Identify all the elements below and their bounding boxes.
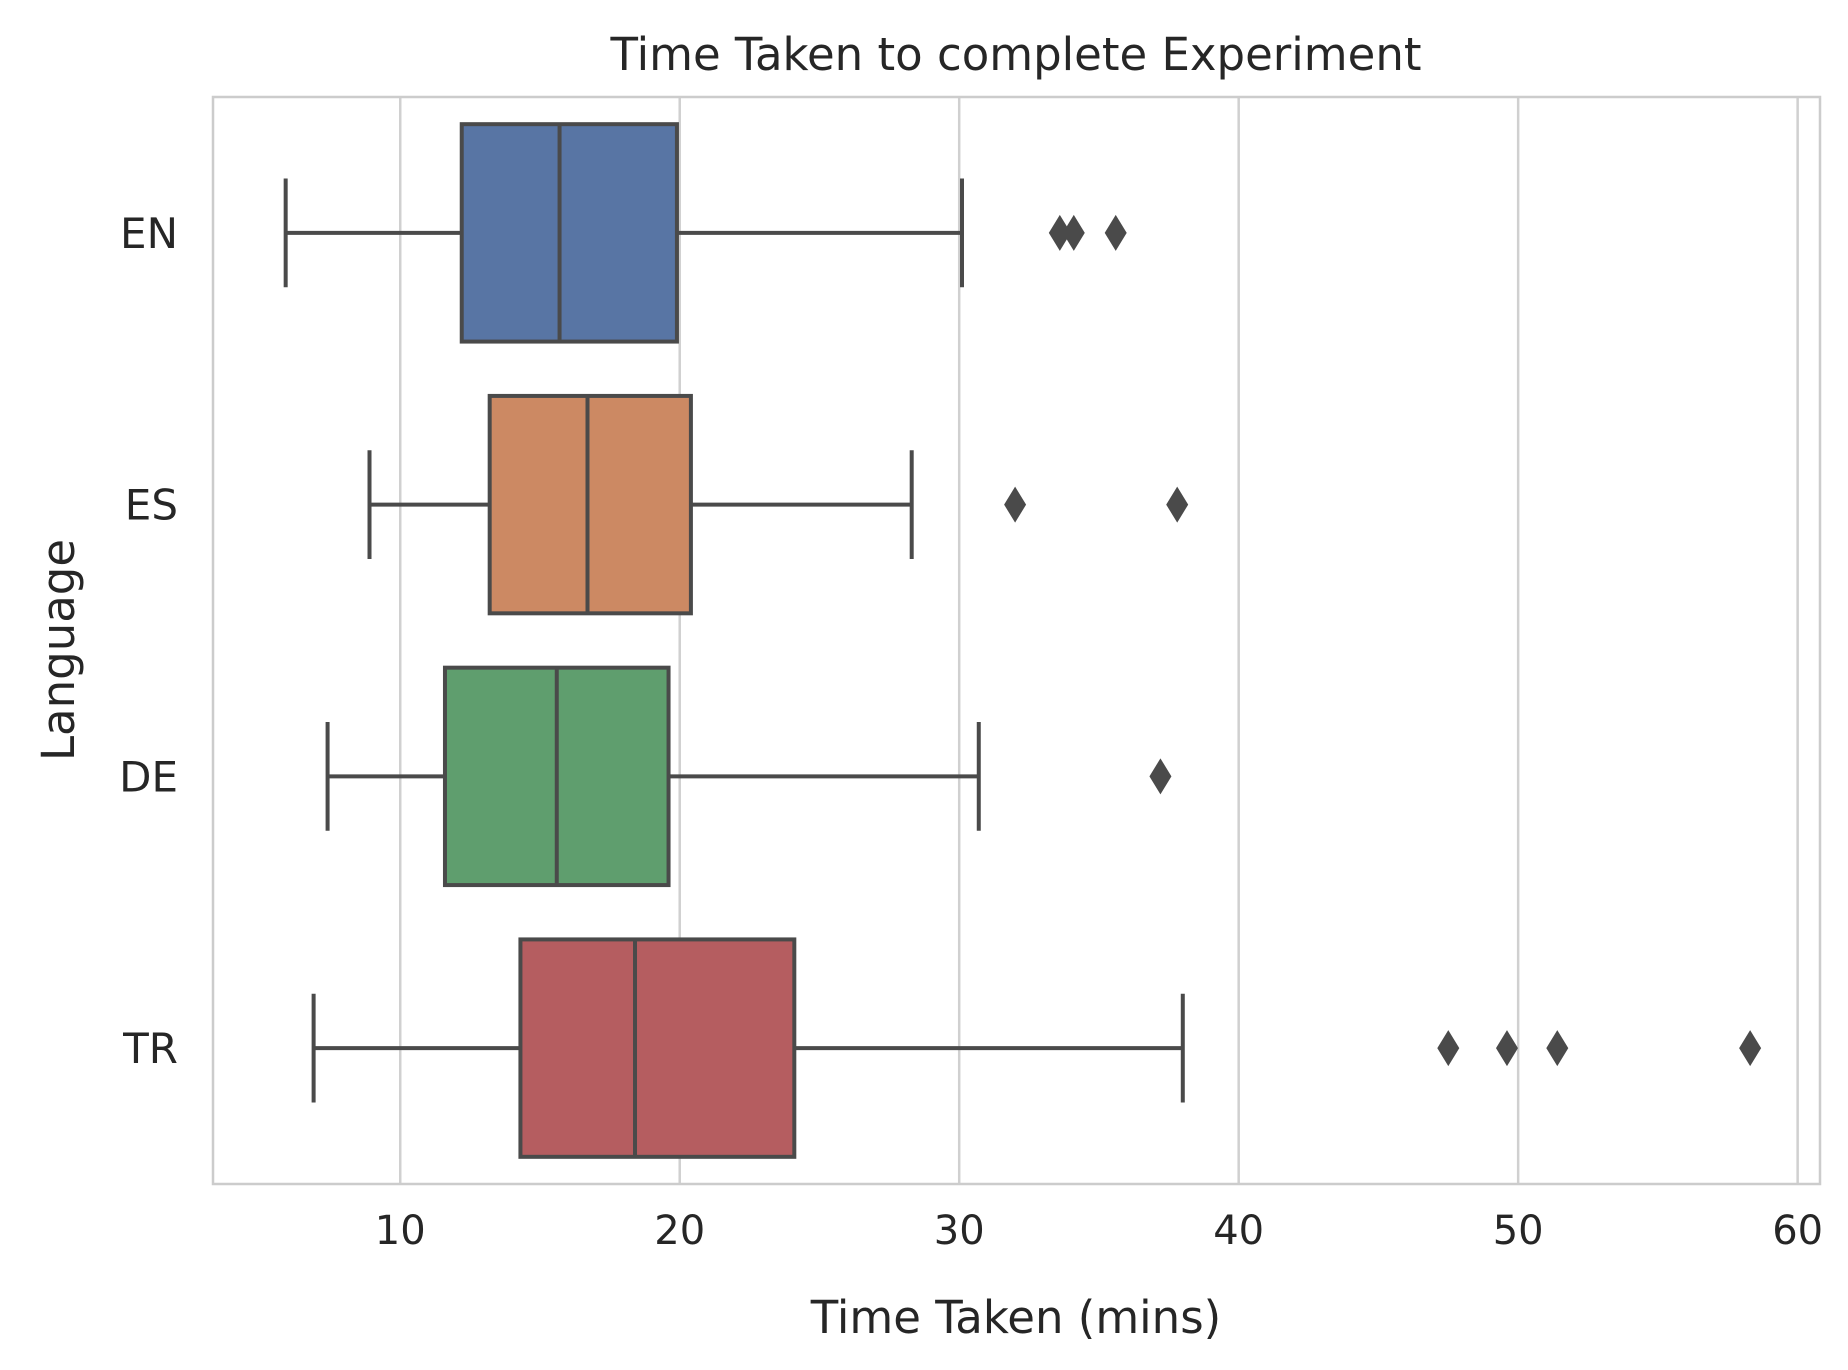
outlier-es-1 [1004, 486, 1027, 523]
outlier-de-1 [1149, 758, 1172, 795]
x-tick-labels: 10 20 30 40 50 60 [375, 1208, 1823, 1254]
box-group-de [325, 665, 1172, 888]
x-tick-label-40: 40 [1213, 1208, 1264, 1254]
plot-frame [211, 95, 1822, 1186]
x-tick-label-10: 10 [375, 1208, 426, 1254]
outlier-en-2 [1062, 214, 1085, 251]
x-tick-label-60: 60 [1772, 1208, 1823, 1254]
box-tr [518, 937, 797, 1159]
y-tick-label-de: DE [119, 752, 178, 801]
outlier-tr-1 [1437, 1030, 1460, 1067]
outlier-tr-3 [1546, 1030, 1569, 1067]
outlier-tr-2 [1495, 1030, 1518, 1067]
box-es [487, 393, 693, 616]
box-group-en [283, 122, 1127, 344]
boxes [283, 122, 1762, 1159]
x-tick-label-30: 30 [934, 1208, 985, 1254]
outlier-en-3 [1104, 214, 1127, 251]
chart-title: Time Taken to complete Experiment [610, 28, 1422, 81]
outlier-en-1 [1048, 214, 1071, 251]
box-group-es [367, 393, 1189, 616]
y-tick-label-tr: TR [122, 1024, 178, 1073]
box-group-tr [311, 937, 1762, 1159]
y-tick-label-en: EN [120, 209, 178, 258]
outlier-es-2 [1166, 486, 1189, 523]
y-tick-label-es: ES [125, 481, 178, 530]
y-category-labels: EN ES DE TR [119, 209, 178, 1073]
grid-lines [399, 97, 1799, 1184]
y-axis-label: Language [32, 539, 85, 761]
x-tick-label-50: 50 [1493, 1208, 1544, 1254]
outlier-tr-4 [1739, 1030, 1762, 1067]
box-en [459, 122, 679, 344]
x-axis-label: Time Taken (mins) [810, 1291, 1221, 1344]
x-tick-label-20: 20 [654, 1208, 705, 1254]
